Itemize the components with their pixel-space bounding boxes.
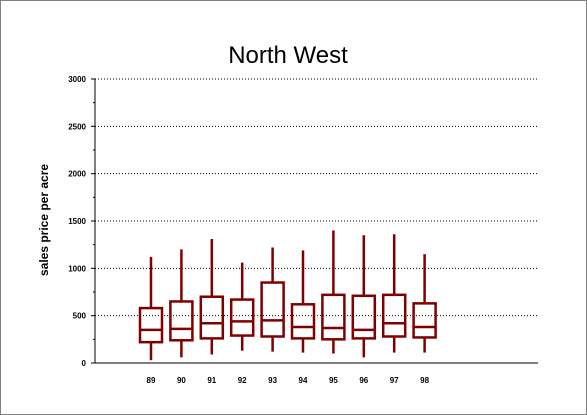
y-tick-label-500: 500 [73, 312, 87, 321]
box-90 [169, 249, 194, 358]
box-rect-95 [321, 293, 346, 341]
box-94 [290, 250, 316, 353]
box-93 [260, 247, 285, 352]
y-tick-label-2500: 2500 [68, 122, 86, 131]
y-tick-label-2000: 2000 [68, 170, 86, 179]
axes [91, 78, 538, 364]
box-rect-90 [169, 300, 194, 342]
x-tick-label-95: 95 [329, 376, 338, 385]
boxes [138, 230, 437, 361]
y-tick-label-0: 0 [82, 359, 87, 368]
box-92 [229, 262, 255, 351]
box-89 [138, 256, 164, 361]
box-rect-92 [229, 298, 255, 337]
box-rect-94 [290, 303, 316, 340]
grid-lines [95, 78, 538, 317]
x-tick-label-98: 98 [420, 376, 429, 385]
x-tick-label-94: 94 [299, 376, 308, 385]
box-96 [351, 235, 377, 358]
x-tick-labels: 89 90 91 92 93 94 95 96 97 98 [147, 376, 430, 385]
x-tick-label-92: 92 [238, 376, 247, 385]
x-tick-label-97: 97 [390, 376, 399, 385]
box-98 [412, 254, 437, 353]
x-tick-label-96: 96 [359, 376, 368, 385]
x-tick-label-89: 89 [147, 376, 156, 385]
y-tick-labels: 0 500 1000 1500 2000 2500 3000 [68, 75, 86, 368]
box-rect-97 [381, 293, 407, 338]
box-rect-98 [412, 302, 437, 339]
y-tick-label-1500: 1500 [68, 217, 86, 226]
y-axis-label: sales price per acre [37, 164, 51, 276]
box-91 [199, 238, 225, 355]
x-tick-label-91: 91 [207, 376, 216, 385]
x-tick-label-90: 90 [177, 376, 186, 385]
box-rect-96 [351, 294, 377, 340]
box-rect-89 [138, 306, 164, 344]
chart-title: North West [228, 42, 348, 69]
box-95 [321, 230, 346, 354]
box-97 [381, 234, 407, 353]
box-rect-93 [260, 281, 285, 338]
y-tick-label-1000: 1000 [68, 264, 86, 273]
x-tick-label-93: 93 [268, 376, 277, 385]
y-tick-label-3000: 3000 [68, 75, 86, 84]
box-rect-91 [199, 295, 225, 340]
